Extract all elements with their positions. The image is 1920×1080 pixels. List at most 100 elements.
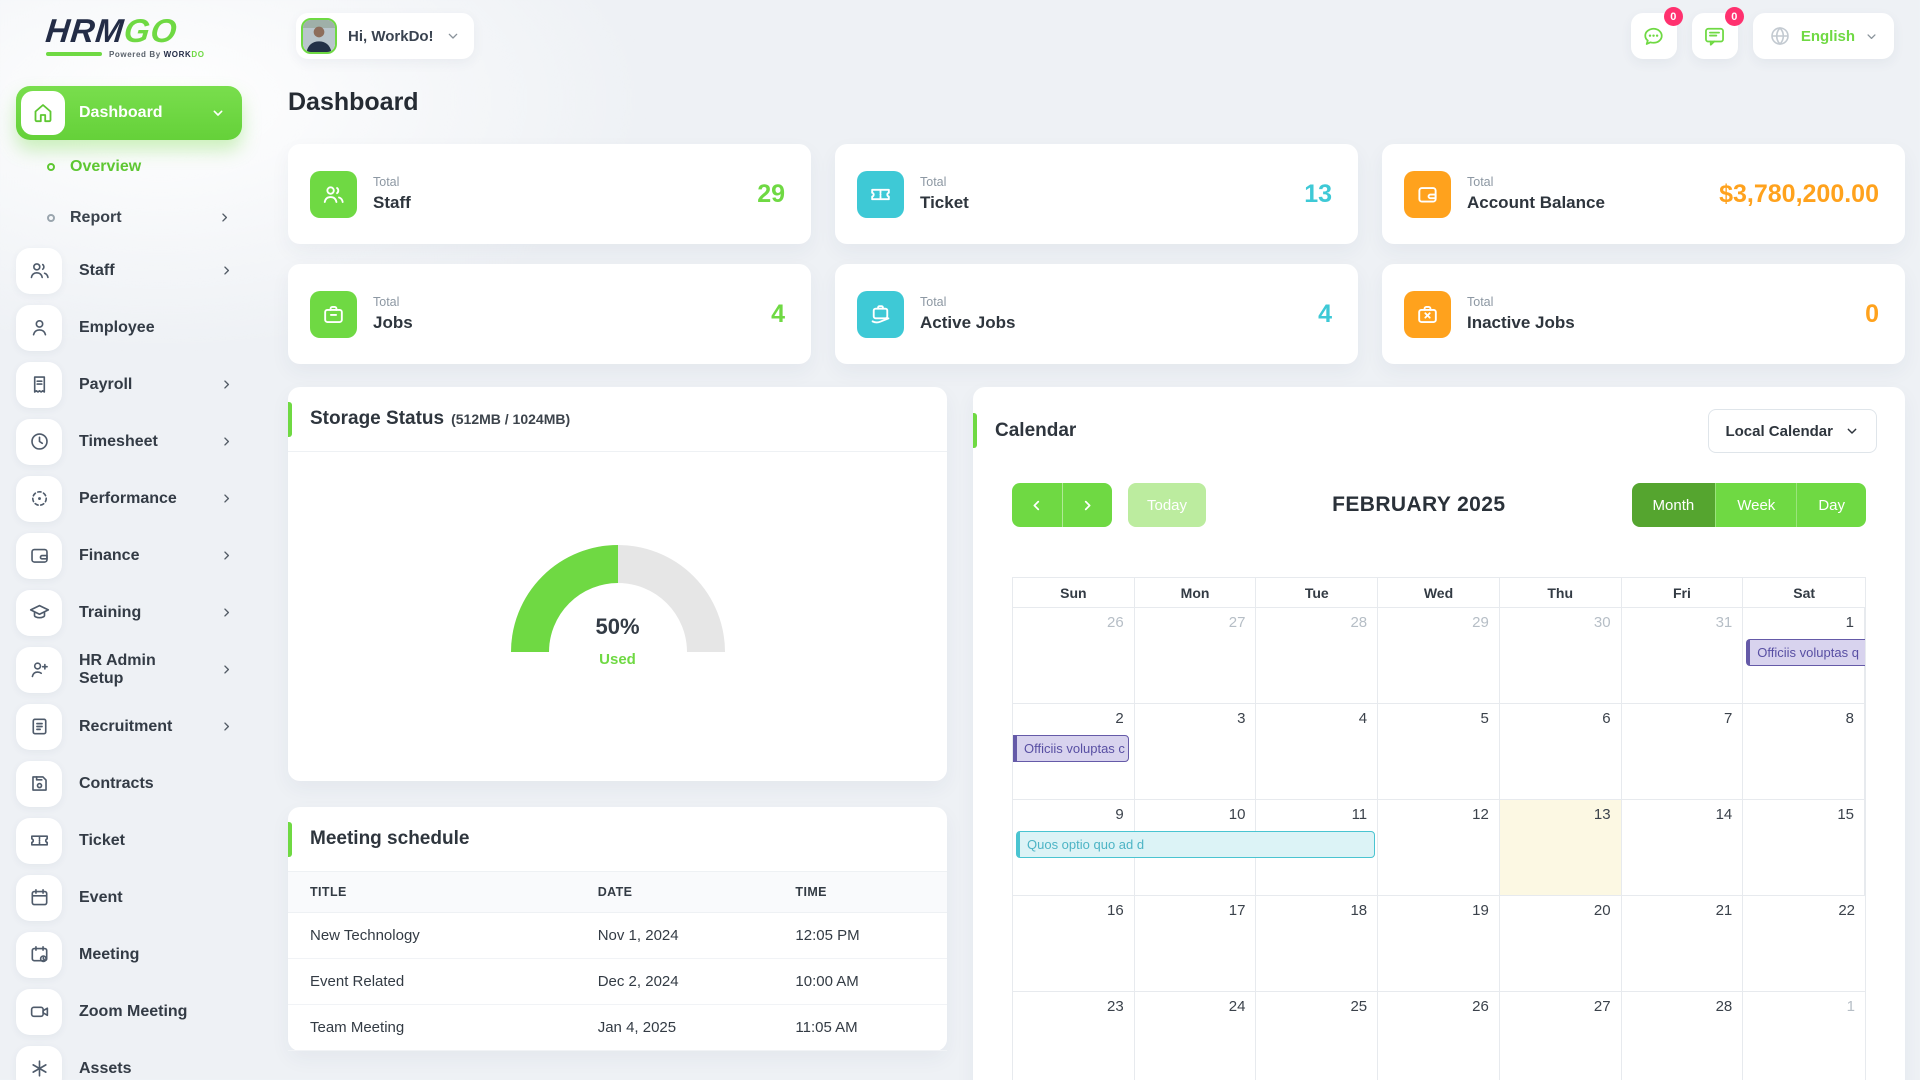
weekday-fri: Fri (1621, 578, 1744, 608)
sidebar-item-payroll[interactable]: Payroll (16, 356, 242, 413)
sidebar-item-report[interactable]: Report (16, 193, 242, 242)
sidebar-item-finance[interactable]: Finance (16, 527, 242, 584)
meeting-schedule-title: Meeting schedule (310, 828, 470, 849)
calendar-day-16[interactable]: 16 (1013, 896, 1135, 992)
calendar-view-day-button[interactable]: Day (1796, 483, 1866, 527)
calendar-day-27[interactable]: 27 (1134, 608, 1257, 704)
calendar-day-24[interactable]: 24 (1135, 992, 1257, 1080)
calendar-day-12[interactable]: 12 (1378, 800, 1500, 896)
calendar-event[interactable]: Officiis voluptas c (1013, 735, 1129, 762)
sidebar-item-performance[interactable]: Performance (16, 470, 242, 527)
sidebar-item-training[interactable]: Training (16, 584, 242, 641)
stat-card-jobs: Total Jobs 4 (288, 264, 811, 364)
divider (288, 451, 947, 452)
calendar-day-3[interactable]: 3 (1134, 704, 1257, 800)
calendar-view-month-button[interactable]: Month (1631, 483, 1716, 527)
calendar-day-22[interactable]: 22 (1743, 896, 1865, 992)
app-logo[interactable]: HRMGO Powered By WORKDO (0, 11, 256, 59)
calendar-day-21[interactable]: 21 (1621, 896, 1744, 992)
sidebar-item-staff[interactable]: Staff (16, 242, 242, 299)
weekday-sun: Sun (1013, 578, 1135, 608)
sidebar-item-hr-admin-setup[interactable]: HR Admin Setup (16, 641, 242, 698)
calendar-day-8[interactable]: 8 (1743, 704, 1865, 800)
messages-button[interactable]: 0 (1630, 7, 1683, 59)
sidebar-item-timesheet[interactable]: Timesheet (16, 413, 242, 470)
clock-icon (16, 418, 62, 465)
meeting-col-time: TIME (795, 885, 827, 899)
notifications-button[interactable]: 0 (1691, 7, 1744, 59)
ticket-icon (16, 817, 62, 864)
calendar-day-26[interactable]: 26 (1013, 608, 1135, 704)
calendar-day-27[interactable]: 27 (1500, 992, 1622, 1080)
calendar-day-15[interactable]: 15 (1743, 800, 1865, 896)
sidebar-item-ticket[interactable]: Ticket (16, 812, 242, 869)
meeting-row-new-technology: New Technology Nov 1, 2024 12:05 PM (288, 913, 947, 959)
calendar-day-1[interactable]: 1 (1743, 992, 1865, 1080)
sidebar-item-recruitment[interactable]: Recruitment (16, 698, 242, 755)
sidebar-item-employee[interactable]: Employee (16, 299, 242, 356)
calendar-day-28[interactable]: 28 (1622, 992, 1744, 1080)
stat-card-inactive-jobs: Total Inactive Jobs 0 (1382, 264, 1905, 364)
calendar-day-20[interactable]: 20 (1499, 896, 1622, 992)
calendar-day-7[interactable]: 7 (1621, 704, 1744, 800)
calendar-day-4[interactable]: 4 (1256, 704, 1379, 800)
sidebar-item-label: Staff (79, 261, 115, 279)
calendar-day-6[interactable]: 6 (1499, 704, 1622, 800)
calendar-day-25[interactable]: 25 (1256, 992, 1379, 1080)
calendar-day-28[interactable]: 28 (1256, 608, 1379, 704)
chevron-down-icon (1864, 29, 1879, 44)
stat-value: 13 (1304, 179, 1332, 208)
calendar-week-row: 23 24 25 26 27 28 1 (1013, 992, 1865, 1080)
stat-label: Jobs (373, 313, 413, 332)
sidebar-item-overview[interactable]: Overview (16, 142, 242, 191)
calendar-day-23[interactable]: 23 (1013, 992, 1135, 1080)
storage-subtitle: (512MB / 1024MB) (451, 411, 571, 427)
calendar-view-week-button[interactable]: Week (1715, 483, 1797, 527)
meeting-date: Nov 1, 2024 (597, 927, 679, 944)
briefcase-icon (310, 290, 357, 338)
calendar-week-row: 2 3 4 5 6 7 8 Officiis voluptas c (1013, 704, 1865, 800)
stat-value: 0 (1865, 299, 1879, 328)
calendar-day-14[interactable]: 14 (1621, 800, 1744, 896)
sidebar-item-label: Meeting (79, 945, 140, 963)
meeting-time: 10:00 AM (795, 973, 859, 990)
sidebar-item-zoom-meeting[interactable]: Zoom Meeting (16, 983, 242, 1040)
stat-prefix: Total (1467, 295, 1494, 309)
sidebar-item-label: Dashboard (79, 104, 163, 121)
sidebar-item-meeting[interactable]: Meeting (16, 926, 242, 983)
calendar-day-29[interactable]: 29 (1378, 608, 1500, 704)
calendar-day-30[interactable]: 30 (1499, 608, 1622, 704)
user-menu[interactable]: Hi, WorkDo! (296, 13, 474, 59)
calendar-source-select[interactable]: Local Calendar (1708, 409, 1877, 453)
calendar-day-2[interactable]: 2 (1013, 704, 1135, 800)
logo-text: HRMGO (44, 11, 180, 49)
logo-tagline: Powered By WORKDO (46, 50, 256, 59)
calendar-day-19[interactable]: 19 (1378, 896, 1500, 992)
sidebar-item-dashboard[interactable]: Dashboard (16, 86, 242, 140)
calendar-nav (1012, 483, 1112, 527)
calendar-day-11[interactable]: 11 (1256, 800, 1379, 896)
calendar-month-title: FEBRUARY 2025 (1332, 493, 1506, 516)
prev-month-button[interactable] (1012, 483, 1062, 527)
language-selector[interactable]: English (1752, 13, 1894, 59)
next-month-button[interactable] (1061, 483, 1113, 527)
calendar-day-17[interactable]: 17 (1134, 896, 1257, 992)
today-button[interactable]: Today (1128, 483, 1207, 527)
calendar-source-value: Local Calendar (1725, 422, 1833, 440)
bullet-icon (47, 162, 55, 171)
chevron-right-icon (219, 719, 234, 734)
asterisk-icon (16, 1045, 62, 1080)
calendar-day-5[interactable]: 5 (1378, 704, 1500, 800)
stat-label: Ticket (920, 193, 969, 212)
calendar-event[interactable]: Quos optio quo ad d (1016, 831, 1376, 858)
sidebar-item-assets[interactable]: Assets (16, 1040, 242, 1080)
sidebar-item-event[interactable]: Event (16, 869, 242, 926)
calendar-event[interactable]: Officiis voluptas q (1746, 639, 1865, 666)
calendar-day-18[interactable]: 18 (1256, 896, 1379, 992)
storage-title: Storage Status (310, 408, 445, 429)
calendar-day-26[interactable]: 26 (1378, 992, 1500, 1080)
calendar-day-13[interactable]: 13 (1499, 800, 1622, 896)
sidebar-item-contracts[interactable]: Contracts (16, 755, 242, 812)
sidebar-item-label: Training (79, 603, 142, 621)
calendar-day-31[interactable]: 31 (1621, 608, 1744, 704)
